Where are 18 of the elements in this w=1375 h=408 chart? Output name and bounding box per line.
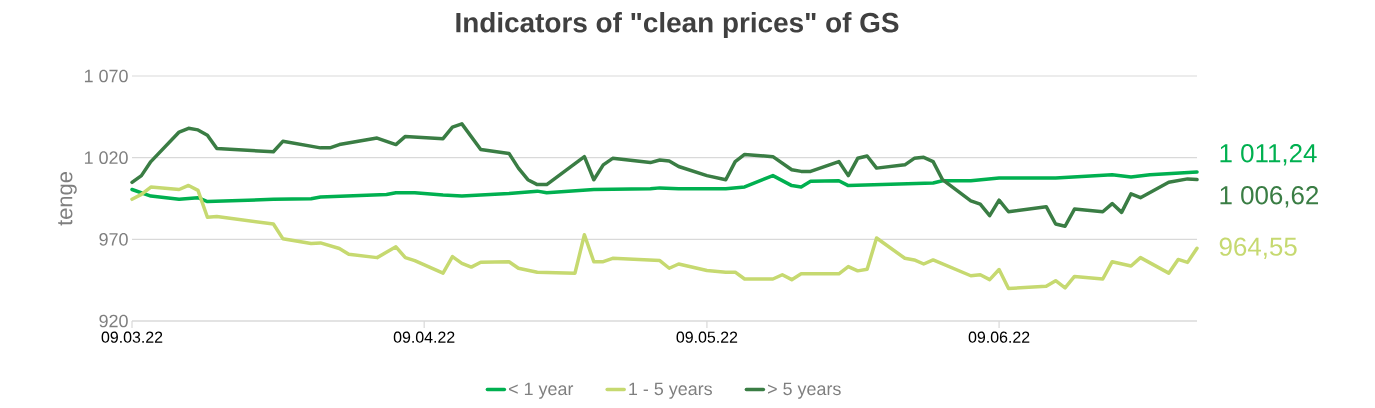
y-tick-label: 1 070 bbox=[84, 69, 128, 83]
y-tick-label: 920 bbox=[99, 314, 128, 328]
x-tick-label: 09.04.22 bbox=[393, 331, 455, 343]
y-tick-label: 970 bbox=[99, 232, 128, 246]
line-series bbox=[130, 183, 1199, 291]
y-axis-title: tenge bbox=[58, 172, 77, 226]
annotation: 1 011,24 bbox=[1220, 144, 1317, 166]
legend-label: 1 - 5 years bbox=[629, 382, 712, 399]
legend-label: > 5 years bbox=[768, 382, 841, 399]
line-series bbox=[130, 122, 1199, 229]
x-tick-label: 09.06.22 bbox=[968, 331, 1030, 343]
legend-label: < 1 year bbox=[509, 382, 574, 399]
annotation: 1 006,62 bbox=[1220, 186, 1319, 208]
chart-title: Indicators of "clean prices" of GS bbox=[456, 12, 899, 38]
y-tick-label: 1 020 bbox=[84, 151, 128, 165]
x-tick-label: 09.05.22 bbox=[676, 331, 738, 343]
x-tick-label: 09.03.22 bbox=[101, 331, 163, 343]
annotation: 964,55 bbox=[1219, 237, 1297, 259]
